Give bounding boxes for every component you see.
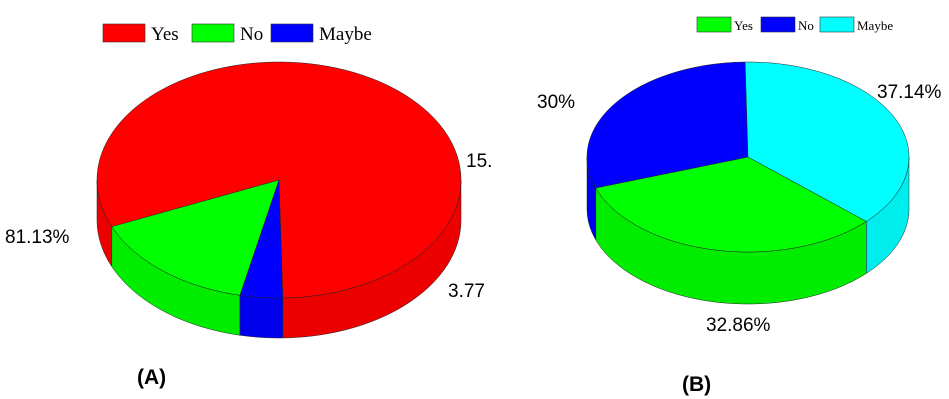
legend-a-swatch-maybe — [270, 23, 314, 43]
panel-label-b: (B) — [682, 373, 711, 396]
pie-a-sides — [96, 179, 462, 339]
legend-b-label-maybe: Maybe — [857, 18, 893, 33]
data-label-a-yes: 81.13% — [5, 227, 70, 248]
data-label-a-maybe: 3.77 — [448, 281, 485, 302]
pie-a-slice-maybe — [239, 179, 284, 299]
pie-b-top — [586, 61, 910, 253]
legend-b-swatch-yes — [696, 16, 732, 33]
legend-a-label-maybe: Maybe — [319, 24, 372, 45]
data-label-b-yes: 32.86% — [706, 315, 771, 336]
legend-a-label-yes: Yes — [151, 24, 179, 45]
pie-a-slice-no — [111, 179, 280, 296]
pie-b-slice-maybe — [744, 61, 910, 222]
legend-b-swatch-maybe — [819, 16, 855, 33]
legend-b-label-yes: Yes — [734, 18, 753, 33]
data-label-b-maybe: 37.14% — [877, 82, 942, 103]
pie-a-side-maybe — [239, 294, 284, 339]
data-label-a-no: 15. — [466, 151, 492, 172]
legend-a-label-no: No — [240, 24, 263, 45]
pie-b-slice-yes — [595, 156, 867, 253]
legend-b-swatch-no — [760, 16, 796, 33]
legend-b-label-no: No — [798, 18, 814, 33]
panel-label-a: (A) — [137, 366, 166, 389]
legend-a-swatch-no — [191, 23, 235, 43]
legend-a: Yes No Maybe — [102, 23, 372, 45]
pie-b-slice-no — [586, 61, 749, 189]
data-label-b-no: 30% — [537, 92, 575, 113]
legend-a-swatch-yes — [102, 23, 146, 43]
pie-a-top — [96, 61, 462, 299]
legend-b: Yes No Maybe — [696, 16, 893, 33]
